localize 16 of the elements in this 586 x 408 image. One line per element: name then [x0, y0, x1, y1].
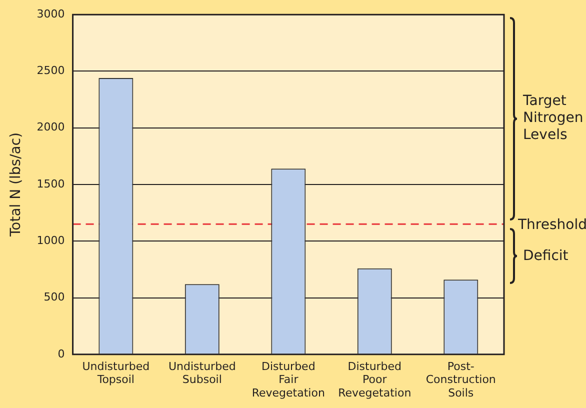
- y-tick-label: 2000: [36, 120, 65, 134]
- y-tick-label: 1500: [36, 177, 65, 190]
- x-tick-label: Post-Construction Soils: [426, 360, 496, 400]
- x-tick-label: Disturbed Poor Revegetation: [338, 360, 412, 400]
- ref-line-label: Threshold: [517, 216, 586, 233]
- y-axis-title: Total N (lbs/ac): [8, 132, 24, 238]
- x-tick-label: Disturbed Fair Revegetation: [252, 360, 325, 400]
- x-tick-label: Undisturbed Topsoil: [82, 360, 150, 386]
- y-tick-label: 0: [58, 347, 65, 360]
- text: Deficit: [523, 248, 569, 264]
- y-tick-label: 500: [44, 290, 65, 304]
- text: Target Nitrogen Levels: [522, 93, 584, 144]
- y-tick-label: 1000: [36, 234, 65, 247]
- y-tick-label: 2500: [36, 64, 65, 78]
- y-tick-label: 3000: [36, 7, 65, 20]
- x-tick-label: Undisturbed Subsoil: [168, 360, 236, 386]
